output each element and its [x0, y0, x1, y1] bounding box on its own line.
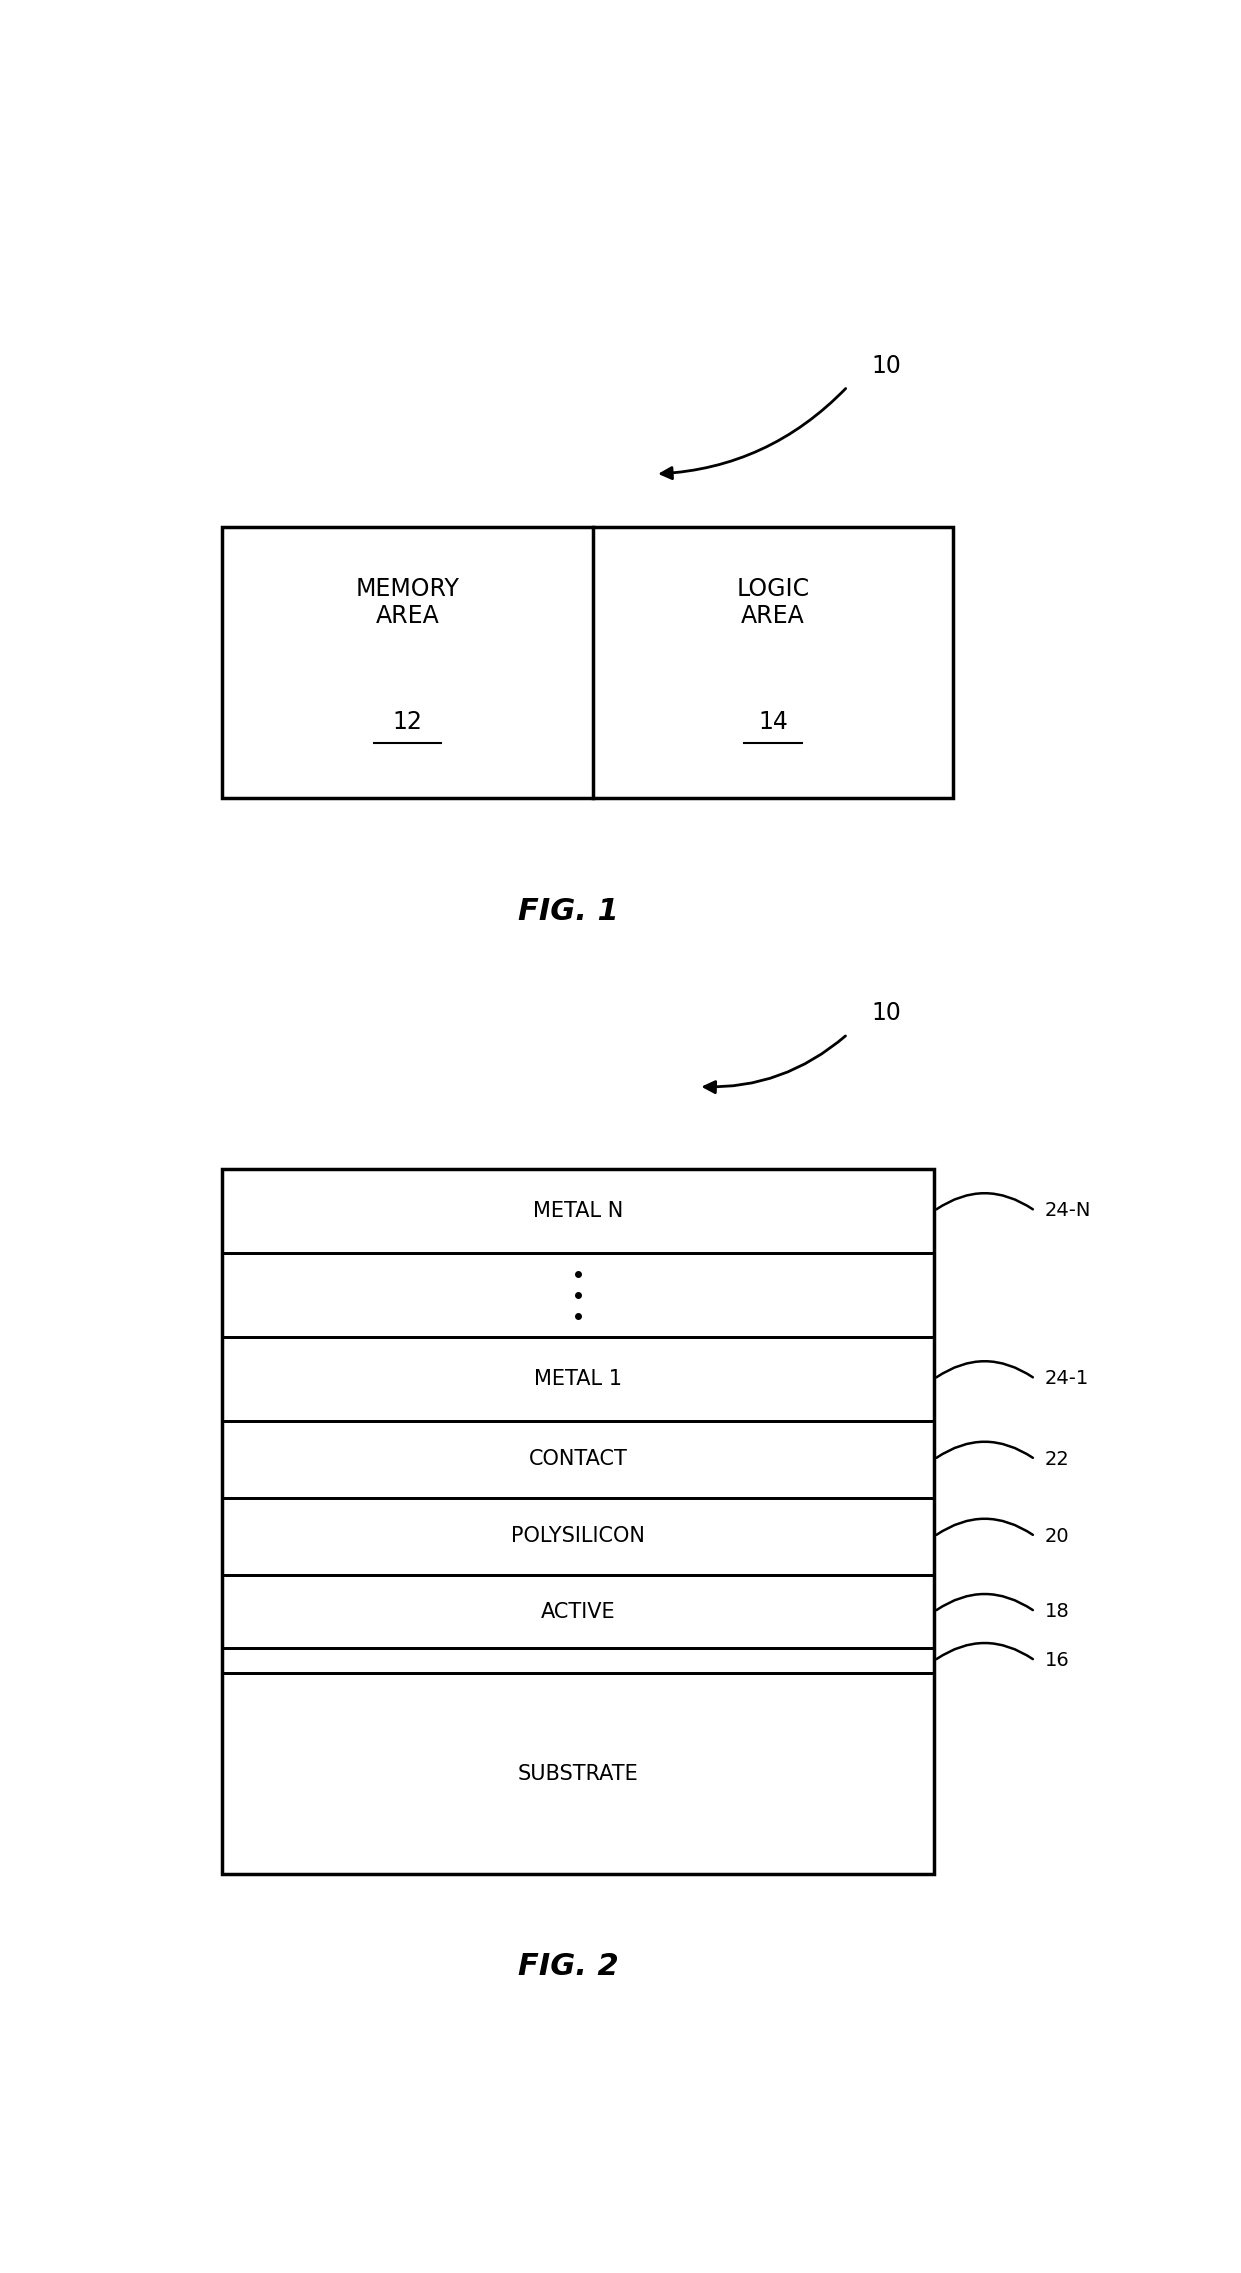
Bar [222, 527, 953, 798]
Text: 20: 20 [1045, 1527, 1070, 1546]
Text: 10: 10 [871, 355, 901, 377]
Bar [222, 1421, 934, 1498]
Text: METAL 1: METAL 1 [535, 1368, 622, 1389]
Text: METAL N: METAL N [534, 1200, 623, 1221]
Bar [222, 1673, 934, 1875]
Text: 10: 10 [871, 1002, 901, 1025]
Text: ACTIVE: ACTIVE [541, 1602, 616, 1621]
Text: 24-N: 24-N [1045, 1202, 1091, 1221]
Text: FIG. 1: FIG. 1 [519, 898, 619, 925]
Bar [222, 1575, 934, 1648]
Text: LOGIC
AREA: LOGIC AREA [736, 577, 809, 627]
Bar [222, 1498, 934, 1575]
Text: SUBSTRATE: SUBSTRATE [517, 1764, 639, 1784]
Text: 22: 22 [1045, 1450, 1070, 1468]
Text: POLYSILICON: POLYSILICON [511, 1527, 645, 1546]
Text: CONTACT: CONTACT [529, 1450, 628, 1468]
Bar [222, 1168, 934, 1252]
Text: 24-1: 24-1 [1045, 1368, 1090, 1389]
Bar [222, 1168, 934, 1875]
Bar [222, 1337, 934, 1421]
Text: FIG. 2: FIG. 2 [519, 1953, 619, 1982]
Text: 12: 12 [392, 709, 422, 734]
Bar [222, 1648, 934, 1673]
Bar [222, 1252, 934, 1337]
Text: 14: 14 [758, 709, 788, 734]
Text: 16: 16 [1045, 1650, 1070, 1671]
Text: MEMORY
AREA: MEMORY AREA [356, 577, 459, 627]
Text: 18: 18 [1045, 1602, 1070, 1621]
